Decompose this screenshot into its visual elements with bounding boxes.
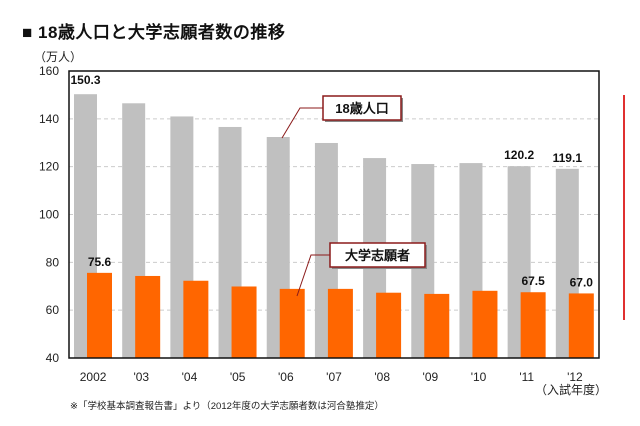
plot-frame	[68, 70, 600, 359]
data-label: 67.0	[570, 275, 594, 289]
x-tick-label: '07	[326, 370, 342, 384]
applicants-bar	[568, 293, 594, 358]
x-tick-label: 2002	[80, 370, 107, 384]
x-tick-label: '04	[182, 370, 198, 384]
y-tick-label: 80	[46, 255, 60, 269]
data-label: 119.1	[553, 151, 583, 165]
x-tick-label: '10	[471, 370, 487, 384]
callout-leader-line	[296, 254, 330, 297]
applicants-bar	[424, 293, 450, 358]
applicants-bar	[472, 290, 498, 358]
applicants-bar	[520, 292, 546, 358]
y-tick-label: 40	[46, 351, 60, 365]
y-unit-label: （万人）	[34, 50, 83, 64]
x-tick-label: '09	[423, 370, 439, 384]
x-tick-label: '11	[519, 370, 534, 384]
edge-decoration-line	[623, 95, 625, 320]
series-label: 大学志願者	[345, 248, 410, 263]
series-label: 18歳人口	[335, 101, 388, 116]
x-tick-label: '06	[278, 370, 294, 384]
callout-box	[322, 95, 402, 121]
data-label: 150.3	[70, 73, 100, 87]
data-label: 67.5	[521, 274, 545, 288]
x-tick-label: '08	[374, 370, 390, 384]
data-label: 75.6	[88, 255, 112, 269]
applicants-bar	[135, 275, 161, 358]
x-tick-label: '05	[230, 370, 246, 384]
y-tick-label: 120	[39, 160, 59, 174]
applicants-bar	[327, 288, 353, 358]
x-unit-label: （入試年度）	[535, 383, 608, 397]
footnote: ※「学校基本調査報告書」より（2012年度の大学志願者数は河合塾推定）	[70, 401, 384, 412]
applicants-bar	[87, 272, 112, 358]
callout-leader-line	[281, 107, 323, 139]
chart-title: ■ 18歳人口と大学志願者数の推移	[22, 23, 286, 42]
callout-box	[329, 242, 426, 268]
applicants-bar	[279, 288, 305, 358]
applicants-bar	[231, 286, 257, 358]
y-tick-label: 60	[46, 303, 60, 317]
x-tick-label: '12	[567, 370, 583, 384]
data-label: 120.2	[504, 148, 534, 162]
applicants-bar	[376, 292, 402, 358]
y-tick-label: 140	[39, 112, 59, 126]
y-tick-label: 160	[39, 64, 59, 78]
y-tick-label: 100	[39, 208, 59, 222]
x-tick-label: '03	[133, 370, 149, 384]
applicants-bar	[183, 280, 209, 358]
